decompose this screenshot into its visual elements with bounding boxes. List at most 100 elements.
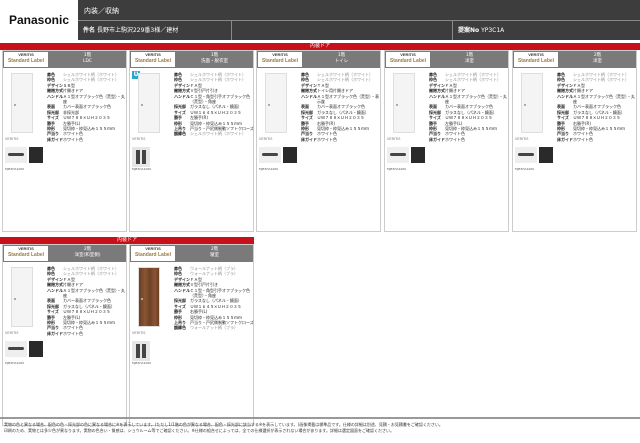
- spec-value: ガラスなし（パネル・鏡面）: [445, 109, 497, 115]
- spec-label: サイズ: [47, 309, 59, 315]
- spec-row: サイズ ＵＷ７８８×ＵＨ２０３５: [557, 115, 637, 120]
- spec-value: ＦＡ型: [573, 82, 585, 88]
- room-name: 寝室: [210, 253, 219, 258]
- spec-table: 扉色 シェルホワイト柄（ホワイト） 枠色 シェルホワイト柄（ホワイト） デザイン ＦＡ型開…: [174, 72, 254, 137]
- spec-label: 枠形: [47, 320, 55, 326]
- card-header: VERITIS Standard Label 1階 LDC: [3, 51, 126, 68]
- spec-label: 床ガイド: [301, 136, 317, 142]
- project-name: 件名 長野市上駒沢229番3様／建材: [78, 21, 232, 40]
- spec-table: 扉色 シェルホワイト柄（ホワイト） 枠色 シェルホワイト柄（ホワイト） デザイン ＳＢ型開…: [47, 72, 127, 142]
- spec-value: トイレ用片開きドア: [317, 88, 353, 94]
- card-header: VERITIS Standard Label 1階 洗面・脱衣室: [130, 51, 253, 68]
- spec-value: シェルホワイト柄（ホワイト）: [63, 266, 119, 271]
- spec-label: 枠色: [557, 77, 565, 83]
- room-label: 2階 寝室: [176, 247, 253, 259]
- room-label: 1階 LDC: [49, 53, 126, 65]
- spec-value: ＵＷ１６４５×ＵＨ２０３５: [190, 109, 242, 115]
- veritis-standard-label-logo: VERITIS Standard Label: [131, 52, 175, 67]
- spec-value: ＵＷ７８８×ＵＨ２０３５: [317, 115, 365, 121]
- spec-label: 採光部: [557, 109, 569, 115]
- spec-value: シェルホワイト柄（ホワイト）: [573, 72, 629, 77]
- spec-value: 片開きドア: [573, 88, 593, 94]
- spec-label: サイズ: [557, 115, 569, 121]
- footer-note-1: 実物の色と異なる場合、配色の色・採光部の色に異なる場合に※を表示しています。(た…: [4, 422, 443, 427]
- spec-label: 採光部: [47, 109, 59, 115]
- spec-label: 勝手: [174, 309, 182, 315]
- spec-row: ハンドル Ｃ１型・角型引手オフブラック色（荒型）・角座: [174, 94, 254, 105]
- spec-label: 表面: [557, 104, 565, 110]
- veritis-standard-label-logo: VERITIS Standard Label: [258, 52, 302, 67]
- spec-row: 枠色 シェルホワイト柄（ホワイト）: [47, 77, 127, 82]
- spec-label: デザイン: [557, 82, 573, 88]
- spec-row: 扉色 シェルホワイト柄（ホワイト）: [429, 72, 509, 77]
- spec-label: ハンドル: [47, 93, 63, 99]
- spec-label: ハンドル: [174, 93, 190, 99]
- floor: 1階: [465, 53, 474, 58]
- spec-row: 表面 カバー表面オフブラック色: [47, 104, 127, 109]
- spec-label: 戸当り: [557, 131, 569, 137]
- spec-label: 開閉方式: [174, 282, 190, 288]
- spec-row: 表面 カバー表面オフブラック色: [47, 298, 127, 303]
- spec-label: デザイン: [47, 82, 63, 88]
- room-name: 洗面・脱衣室: [201, 59, 228, 64]
- spec-row: 扉色 シェルホワイト柄（ホワイト）: [174, 72, 254, 77]
- spec-value: Ａ１型オフブラック色（荒型）・丸座: [63, 93, 125, 105]
- hinge-image: [29, 341, 43, 357]
- spec-value: Ａ１型オフブラック色（荒型）・表示錠: [317, 93, 379, 105]
- veritis-standard-label-logo: VERITIS Standard Label: [131, 246, 175, 261]
- door-image: [393, 73, 415, 133]
- spec-value: Ａ１型オフブラック色（荒型）・丸座: [63, 287, 125, 299]
- spec-row: 枠色 シェルホワイト柄（ホワイト）: [557, 77, 637, 82]
- card-header: VERITIS Standard Label 2階 寝室: [130, 245, 253, 262]
- spec-label: 勝手: [47, 120, 55, 126]
- spec-row: 採光部 ガラスなし（パネル・鏡面）: [174, 298, 254, 303]
- spec-label: デザイン: [47, 276, 63, 282]
- door-card: VERITIS Standard Label 1階 トイレ VERITIS 扉色 シェ…: [256, 50, 381, 232]
- spec-value: シェルホワイト柄（ホワイト）: [573, 77, 629, 83]
- spec-row: 床ガイド ホワイト色: [429, 137, 509, 142]
- spec-label: 額縁色: [174, 131, 186, 137]
- spec-row: デザイン ＳＢ型: [47, 83, 127, 88]
- spec-value: カバー表面オフブラック色: [63, 104, 111, 110]
- hardware-code: MJE2HA1000: [132, 167, 152, 171]
- spec-label: 勝手: [557, 120, 565, 126]
- spec-label: 戸当り: [429, 131, 441, 137]
- spec-label: ハンドル: [301, 93, 317, 99]
- panasonic-logo: Panasonic: [0, 0, 78, 40]
- spec-value: ガラスなし（パネル・鏡面）: [190, 104, 242, 110]
- spec-value: ＳＢ型: [63, 82, 75, 88]
- door-card: VERITIS Standard Label 1階 洗面・脱衣室 U VERITIS…: [129, 50, 254, 232]
- spec-row: ハンドル Ａ１型オフブラック色（荒型）・丸座: [47, 288, 127, 299]
- spec-row: デザイン ＦＡ型: [174, 277, 254, 282]
- spec-label: 勝手: [47, 314, 55, 320]
- spec-label: サイズ: [174, 303, 186, 309]
- spec-row: 戸当り ホワイト色: [47, 325, 127, 330]
- image-caption: VERITIS: [132, 331, 146, 335]
- spec-row: 採光部 非採光部: [47, 110, 127, 115]
- spec-value: Ｃ１型・角型引手オフブラック色（荒型）・角座: [190, 93, 250, 105]
- spec-row: 開閉方式 片開きドア: [557, 88, 637, 93]
- spec-value: ホワイト色: [63, 136, 83, 142]
- spec-value: シェルホワイト柄（ホワイト）: [63, 72, 119, 77]
- universal-design-icon: U: [132, 71, 140, 79]
- spec-label: ハンドル: [47, 287, 63, 293]
- door-card: VERITIS Standard Label 1階 LDC VERITIS 扉色 シェ…: [2, 50, 127, 232]
- spec-value: ガラスなし（パネル・鏡面）: [63, 303, 115, 309]
- spec-value: 見切枠・枠見込み１５５ｍｍ: [190, 314, 242, 320]
- card-header: VERITIS Standard Label 1階 トイレ: [257, 51, 380, 68]
- door-image: [138, 73, 160, 133]
- spec-label: 枠色: [174, 271, 182, 277]
- spec-value: ウォールナット柄（ブラ）: [190, 325, 238, 331]
- spec-label: 表面: [429, 104, 437, 110]
- spec-row: 戸当り ホワイト色: [557, 131, 637, 136]
- category-title: 内装／収納: [84, 7, 119, 15]
- spec-value: 戸当り・戸尻側制動ソフトクローズ: [190, 320, 254, 326]
- spec-label: 表面: [301, 104, 309, 110]
- spec-label: 扉色: [47, 266, 55, 271]
- lever-handle-image: [5, 341, 27, 357]
- hardware-code: MJE2HA1000: [259, 167, 279, 171]
- spec-label: サイズ: [47, 115, 59, 121]
- spec-row: 勝手 右勝手(L): [174, 309, 254, 314]
- spec-table: 扉色 シェルホワイト柄（ホワイト） 枠色 シェルホワイト柄（ホワイト） デザイン ＴＡ型開…: [301, 72, 381, 142]
- card-header: VERITIS Standard Label 2階 洋室(和室側): [3, 245, 126, 262]
